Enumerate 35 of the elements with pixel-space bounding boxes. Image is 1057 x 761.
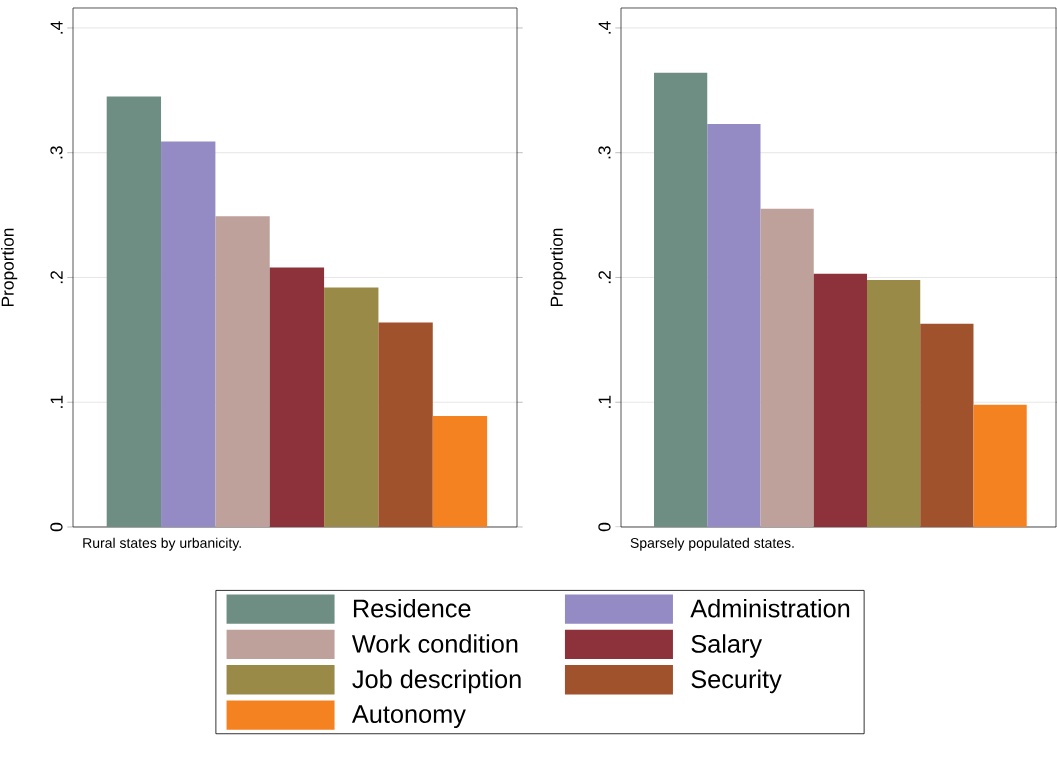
y-tick-label: .4 — [598, 21, 611, 34]
bar — [866, 279, 921, 527]
text: Sparsely populated states. — [630, 537, 794, 551]
legend-label: Security — [691, 669, 782, 694]
y-tick-label: .4 — [50, 21, 63, 34]
y-tick-label: .1 — [598, 395, 611, 408]
bar — [269, 267, 325, 527]
bar — [760, 208, 814, 527]
legend-label: Administration — [690, 598, 850, 618]
y-axis-title: Proportion — [550, 228, 567, 307]
y-tick-label: .1 — [50, 395, 63, 408]
bar — [215, 216, 270, 527]
y-tick-label: .3 — [50, 146, 63, 159]
bar — [654, 72, 708, 527]
legend-label: Work condition — [351, 634, 518, 653]
bar — [813, 273, 867, 527]
bar — [106, 96, 162, 527]
bar — [324, 287, 379, 527]
y-tick-label: 0 — [50, 522, 63, 532]
y-axis-title: Proportion — [1, 228, 18, 307]
y-tick-label: .3 — [598, 146, 611, 159]
legend-label: Salary — [691, 634, 763, 658]
y-tick-label: 0 — [598, 522, 611, 532]
bar — [707, 124, 761, 527]
legend-label: Job description — [352, 669, 521, 694]
bar — [378, 322, 433, 527]
bar — [432, 415, 488, 527]
bar — [920, 323, 974, 527]
text: Rural states by urbanicity. — [83, 537, 241, 551]
y-tick-label: .2 — [50, 271, 63, 284]
legend-label: Autonomy — [351, 705, 466, 729]
bar — [161, 141, 216, 527]
bar — [973, 404, 1027, 527]
legend-label: Residence — [353, 598, 471, 618]
y-tick-label: .2 — [598, 271, 611, 284]
